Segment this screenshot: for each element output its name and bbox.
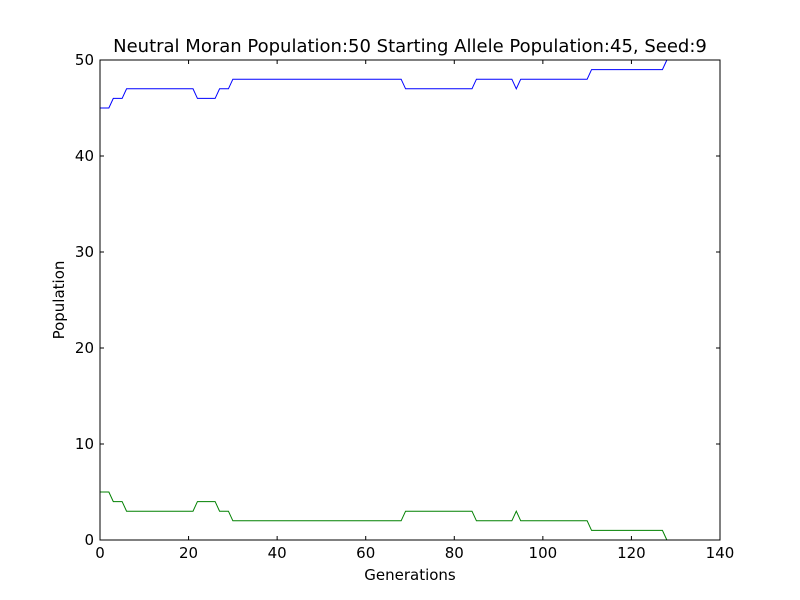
y-axis-label: Population	[50, 261, 68, 340]
x-tick-label: 80	[445, 544, 464, 562]
x-tick-label: 20	[179, 544, 198, 562]
x-axis-label: Generations	[364, 566, 456, 584]
x-tick-label: 100	[529, 544, 558, 562]
y-tick-label: 50	[75, 51, 94, 69]
chart-title: Neutral Moran Population:50 Starting All…	[113, 36, 707, 57]
y-tick-label: 10	[75, 435, 94, 453]
plot-frame	[99, 59, 721, 541]
x-tick-label: 40	[268, 544, 287, 562]
x-tick-label: 140	[706, 544, 735, 562]
y-tick-label: 20	[75, 339, 94, 357]
y-tick-label: 0	[84, 531, 94, 549]
y-axis-ticks: 0 10 20 30 40 50	[75, 51, 720, 549]
y-tick-label: 40	[75, 147, 94, 165]
x-tick-label: 120	[617, 544, 646, 562]
series-line-1	[100, 59, 668, 109]
series-line-2	[100, 491, 668, 541]
series-layer	[100, 59, 668, 541]
x-axis-ticks: 0 20 40 60 80 100 120 140	[95, 60, 734, 562]
x-tick-label: 60	[356, 544, 375, 562]
y-tick-label: 30	[75, 243, 94, 261]
x-tick-label: 0	[95, 544, 105, 562]
